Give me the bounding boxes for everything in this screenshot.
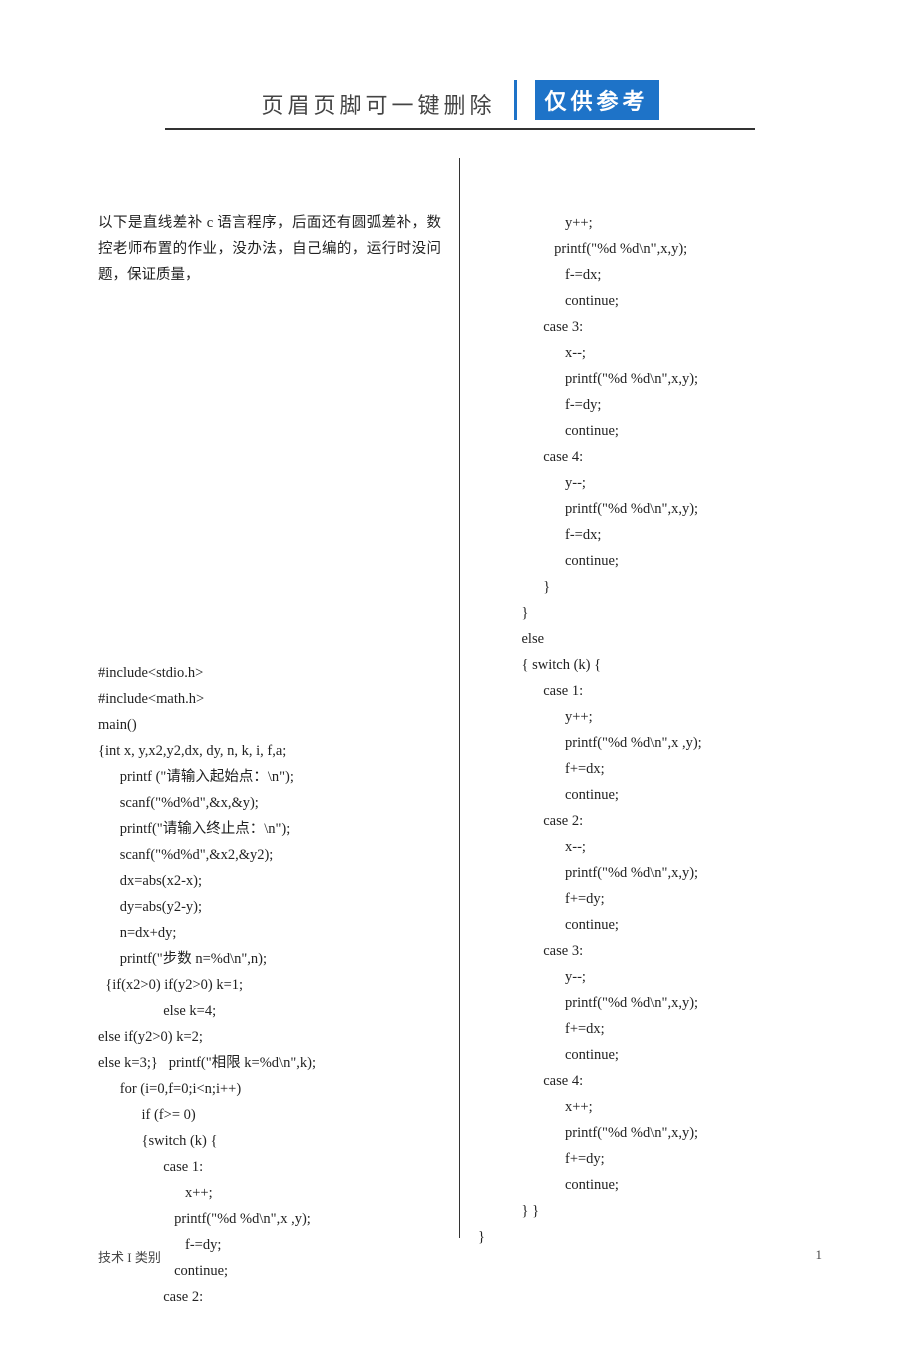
left-column: 以下是直线差补 c 语言程序，后面还有圆弧差补，数控老师布置的作业，没办法，自己… xyxy=(98,158,460,1238)
intro-paragraph: 以下是直线差补 c 语言程序，后面还有圆弧差补，数控老师布置的作业，没办法，自己… xyxy=(98,210,441,288)
header-title: 页眉页脚可一键删除 xyxy=(261,88,495,120)
page-header: 页眉页脚可一键删除 仅供参考 xyxy=(98,80,822,120)
header-rule xyxy=(165,128,755,130)
right-column: y++; printf("%d %d\n",x,y); f-=dx; conti… xyxy=(460,158,822,1238)
header-badge: 仅供参考 xyxy=(535,80,659,120)
footer-left: 技术 I 类别 xyxy=(98,1247,161,1266)
badge-separator xyxy=(514,80,517,120)
code-block-left: #include<stdio.h> #include<math.h> main(… xyxy=(98,660,441,1310)
content-columns: 以下是直线差补 c 语言程序，后面还有圆弧差补，数控老师布置的作业，没办法，自己… xyxy=(98,158,822,1238)
footer-page-number: 1 xyxy=(816,1247,823,1266)
code-block-right: y++; printf("%d %d\n",x,y); f-=dx; conti… xyxy=(478,210,822,1250)
page-footer: 技术 I 类别 1 xyxy=(98,1247,822,1266)
